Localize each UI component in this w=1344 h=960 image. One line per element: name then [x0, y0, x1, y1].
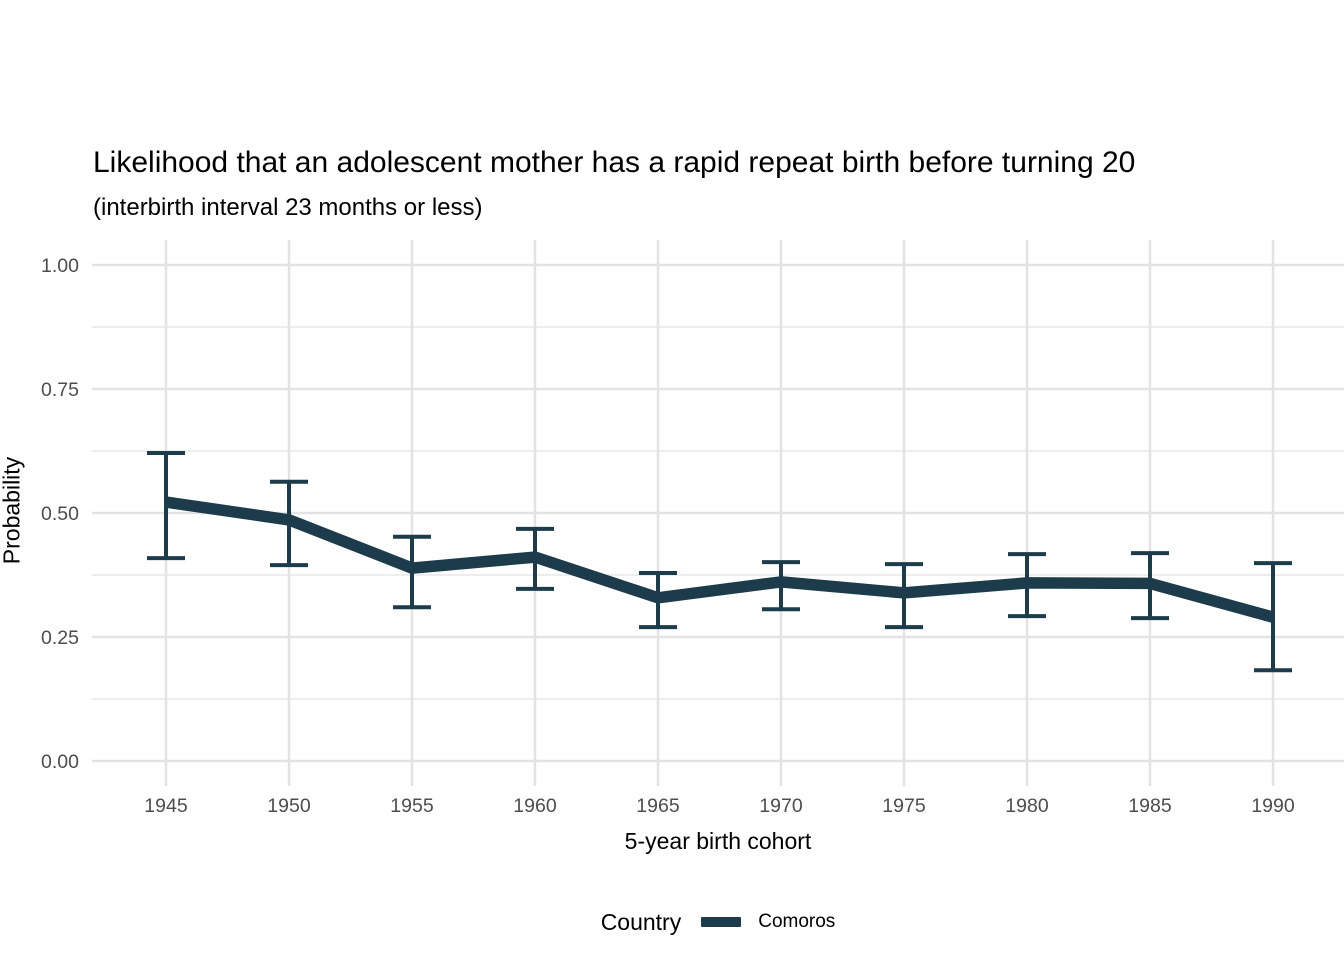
- x-tick-label: 1975: [882, 795, 926, 817]
- y-tick-label: 0.00: [41, 751, 79, 773]
- x-axis-title: 5-year birth cohort: [624, 828, 812, 854]
- x-tick-label: 1965: [636, 795, 680, 817]
- x-tick-label: 1955: [390, 795, 434, 817]
- y-tick-label: 0.25: [41, 627, 79, 649]
- y-tick-label: 1.00: [41, 255, 79, 277]
- y-axis-title: Probability: [0, 456, 25, 565]
- legend-title: Country: [600, 908, 682, 935]
- x-tick-label: 1990: [1251, 795, 1295, 817]
- chart-subtitle: (interbirth interval 23 months or less): [93, 194, 483, 221]
- legend-label-comoros: Comoros: [758, 911, 836, 932]
- y-tick-label: 0.50: [41, 503, 79, 525]
- x-tick-label: 1985: [1128, 795, 1172, 817]
- chart-title: Likelihood that an adolescent mother has…: [93, 146, 1136, 179]
- x-tick-label: 1970: [759, 795, 803, 817]
- legend: Country Comoros: [92, 904, 1344, 940]
- legend-swatch-comoros: [701, 917, 742, 927]
- x-tick-label: 1980: [1005, 795, 1049, 817]
- trend-line-comoros: [165, 496, 1275, 623]
- x-tick-label: 1960: [513, 795, 557, 817]
- x-tick-label: 1945: [144, 795, 188, 817]
- x-tick-label: 1950: [267, 795, 311, 817]
- y-tick-label: 0.75: [41, 379, 79, 401]
